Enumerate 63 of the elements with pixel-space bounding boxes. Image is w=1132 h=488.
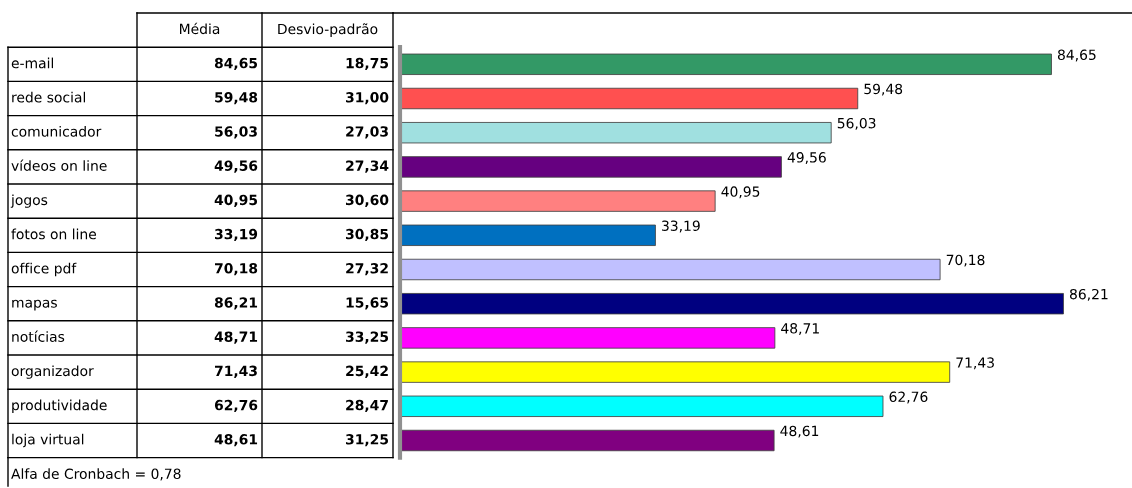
y-tick-label: fotos on line — [11, 228, 97, 240]
text: 33,25 — [346, 331, 389, 344]
text: 48,61 — [780, 425, 819, 438]
y-tick-label: comunicador — [11, 125, 102, 137]
y-tick-label: jogos — [10, 194, 48, 208]
text: 49,56 — [787, 152, 826, 165]
text: 15,65 — [346, 297, 389, 310]
y-tick-label: produtividade — [12, 399, 107, 414]
data-label: 86,21 — [214, 297, 258, 310]
data-label: 56,03 — [215, 126, 257, 139]
text: 30,85 — [346, 228, 389, 242]
bar — [400, 293, 1064, 315]
data-label: 71,43 — [215, 365, 257, 378]
bar — [400, 258, 941, 281]
bar — [400, 395, 884, 417]
text: 33,19 — [662, 220, 700, 233]
bar — [400, 429, 775, 452]
data-label: 49,56 — [214, 160, 258, 173]
y-tick-label: rede social — [12, 91, 86, 103]
text: 28,47 — [346, 399, 388, 413]
data-label: 70,18 — [215, 263, 258, 276]
text: 62,76 — [889, 391, 928, 404]
text: Média — [180, 22, 220, 35]
text: 48,71 — [781, 323, 819, 336]
data-label: 48,61 — [214, 434, 258, 447]
data-label: 62,76 — [214, 399, 258, 413]
text: 25,42 — [346, 365, 388, 378]
bar — [400, 190, 716, 212]
data-label: 33,19 — [215, 228, 258, 242]
text: 70,18 — [946, 254, 985, 267]
data-label: 59,48 — [215, 92, 258, 105]
data-label: 48,71 — [214, 331, 258, 344]
y-tick-label: organizador — [11, 365, 94, 379]
bar — [400, 156, 782, 178]
text: 56,03 — [837, 117, 876, 130]
data-label: 40,95 — [214, 194, 258, 207]
text: 86,21 — [1069, 288, 1108, 301]
bar — [400, 122, 832, 144]
y-tick-label: office pdf — [11, 262, 77, 277]
text: 31,25 — [346, 434, 389, 447]
bar — [400, 53, 1052, 75]
text: 27,32 — [346, 263, 388, 276]
y-tick-label: notícias — [12, 330, 65, 342]
text: 31,00 — [346, 92, 389, 105]
y-tick-label: vídeos on line — [11, 159, 107, 171]
y-tick-label: loja virtual — [12, 433, 84, 448]
bar — [400, 87, 859, 110]
text: 40,95 — [721, 186, 760, 199]
text: 18,75 — [346, 57, 389, 71]
bar — [400, 327, 776, 349]
text: 71,43 — [956, 357, 994, 370]
text: 84,65 — [1057, 49, 1096, 62]
text: Desvio-padrão — [278, 23, 378, 37]
data-label: 84,65 — [214, 57, 258, 71]
text: 30,60 — [346, 194, 389, 207]
text: Alfa de Cronbach = 0,78 — [11, 468, 181, 481]
y-tick-label: mapas — [12, 299, 57, 311]
y-tick-label: e-mail — [11, 57, 54, 69]
text: 27,34 — [346, 160, 389, 173]
text: 27,03 — [346, 126, 388, 139]
bar — [400, 224, 656, 246]
bar — [400, 361, 951, 383]
text: 59,48 — [864, 83, 903, 96]
